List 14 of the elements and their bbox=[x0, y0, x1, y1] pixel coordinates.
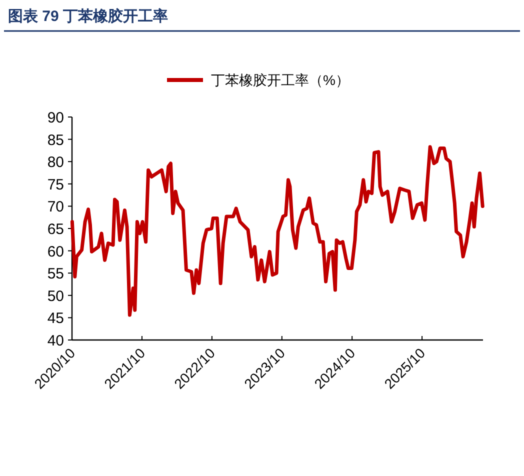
y-tick-label: 45 bbox=[47, 310, 64, 328]
y-tick-label: 85 bbox=[47, 132, 64, 149]
y-tick-label: 75 bbox=[47, 176, 64, 194]
legend-label: 丁苯橡胶开工率（%） bbox=[211, 72, 350, 88]
y-tick-label: 60 bbox=[47, 243, 64, 260]
y-tick-label: 80 bbox=[47, 154, 64, 172]
y-tick-label: 55 bbox=[47, 266, 64, 283]
y-tick-label: 70 bbox=[47, 198, 64, 216]
chart-title: 图表 79 丁苯橡胶开工率 bbox=[8, 7, 168, 25]
y-tick-label: 50 bbox=[47, 288, 64, 305]
y-tick-label: 65 bbox=[47, 221, 64, 238]
line-series bbox=[70, 145, 484, 317]
y-tick-label: 40 bbox=[47, 332, 64, 350]
y-tick-label: 90 bbox=[47, 110, 64, 126]
